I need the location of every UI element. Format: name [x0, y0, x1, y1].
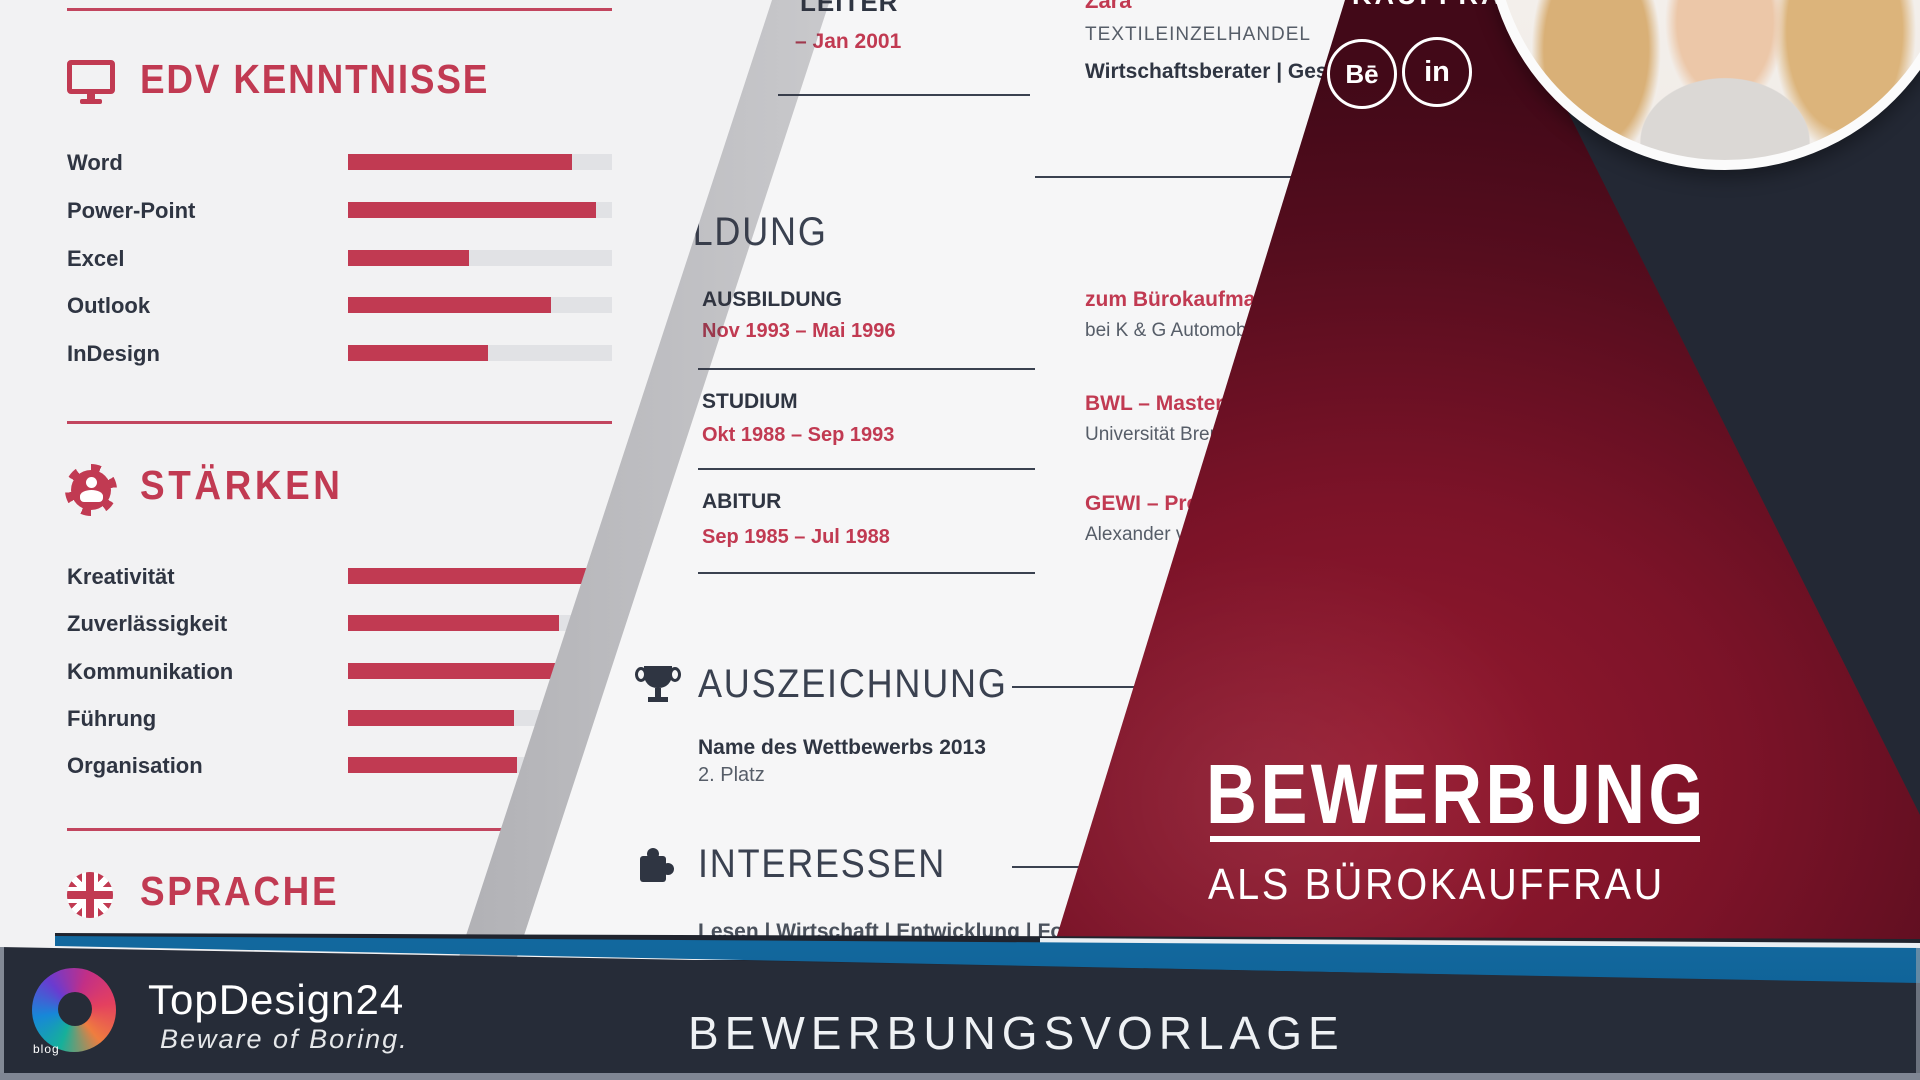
education-date: Nov 1993 – Mai 1996	[702, 320, 896, 342]
education-degree: zum Bürokaufmann	[1085, 288, 1282, 311]
education-divider	[698, 368, 1035, 370]
education-degree: BWL – Master o	[1085, 392, 1243, 415]
section-divider	[67, 421, 612, 424]
interests-list: Lesen | Wirtschaft | Entwicklung | Foto	[698, 920, 1083, 943]
education-label: AUSBILDUNG	[702, 288, 842, 311]
cropped-text-fragment: KAUFFRAU	[1352, 0, 1526, 11]
skill-label: Word	[67, 150, 123, 175]
education-label: STUDIUM	[702, 390, 798, 413]
logo-blog-label: blog	[33, 1042, 60, 1056]
puzzle-icon	[634, 842, 678, 886]
education-date: Sep 1985 – Jul 1988	[702, 526, 890, 548]
education-institution: bei K & G Automobili	[1085, 320, 1260, 341]
section-title-edv: EDV KENNTNISSE	[140, 56, 490, 102]
strength-bar	[348, 568, 612, 584]
strength-label: Zuverlässigkeit	[67, 611, 228, 636]
company-industry: TEXTILEINZELHANDEL	[1085, 24, 1311, 45]
strength-label: Kreativität	[67, 564, 175, 589]
award-rank: 2. Platz	[698, 764, 765, 786]
strength-label: Kommunikation	[67, 659, 234, 684]
education-institution: Universität Brem	[1085, 424, 1226, 445]
skill-bar	[348, 250, 612, 266]
education-degree: GEWI – Profi	[1085, 492, 1213, 515]
behance-icon[interactable]: Bē	[1327, 39, 1397, 109]
trophy-icon	[635, 662, 681, 710]
section-divider	[67, 828, 612, 831]
image-right-edge	[1916, 948, 1920, 1073]
gear-person-icon	[65, 464, 117, 516]
company-name: Zara	[1085, 0, 1132, 13]
education-divider	[698, 572, 1035, 574]
skill-bar	[348, 202, 612, 218]
skill-bar	[348, 345, 612, 361]
strength-label: Führung	[67, 706, 157, 731]
banner-underline	[1210, 836, 1700, 842]
linkedin-icon[interactable]: in	[1402, 37, 1472, 107]
linkedin-label: in	[1424, 55, 1450, 88]
experience-divider	[778, 94, 1030, 96]
section-title-interessen: INTERESSEN	[698, 842, 947, 886]
image-bottom-edge	[0, 1073, 1920, 1080]
education-institution: Alexander von	[1085, 524, 1207, 545]
skill-label: Outlook	[67, 293, 151, 318]
skill-bar	[348, 297, 612, 313]
banner-subtitle: ALS BÜROKAUFFRAU	[1208, 860, 1665, 909]
image-left-edge	[0, 947, 4, 1073]
section-title-auszeichnung: AUSZEICHNUNG	[698, 662, 1008, 706]
uk-flag-icon	[67, 872, 113, 918]
footer-template-title: BEWERBUNGSVORLAGE	[688, 1007, 1345, 1059]
education-divider	[698, 468, 1035, 470]
skill-bar	[348, 154, 612, 170]
topdesign24-logo[interactable]	[30, 966, 118, 1058]
right-column-divider	[1035, 176, 1335, 178]
skill-label: InDesign	[67, 341, 160, 366]
behance-label: Bē	[1345, 58, 1379, 89]
education-label: ABITUR	[702, 490, 782, 513]
skill-label: Power-Point	[67, 198, 196, 223]
section-divider	[67, 8, 612, 11]
brand-name: TopDesign24	[148, 976, 405, 1023]
award-name: Name des Wettbewerbs 2013	[698, 736, 986, 759]
skill-label: Excel	[67, 246, 125, 271]
brand-tagline: Beware of Boring.	[160, 1024, 409, 1054]
monitor-icon	[67, 60, 117, 106]
strength-label: Organisation	[67, 753, 203, 778]
role-fragment: Wirtschaftsberater | Geschäf	[1085, 60, 1371, 83]
banner-title: BEWERBUNG	[1206, 747, 1707, 841]
job-title-fragment: LEITER	[800, 0, 899, 17]
section-title-sprache: SPRACHE	[140, 868, 340, 914]
education-date: Okt 1988 – Sep 1993	[702, 424, 895, 446]
section-title-staerken: STÄRKEN	[140, 462, 344, 508]
experience-date-fragment: – Jan 2001	[795, 30, 902, 53]
